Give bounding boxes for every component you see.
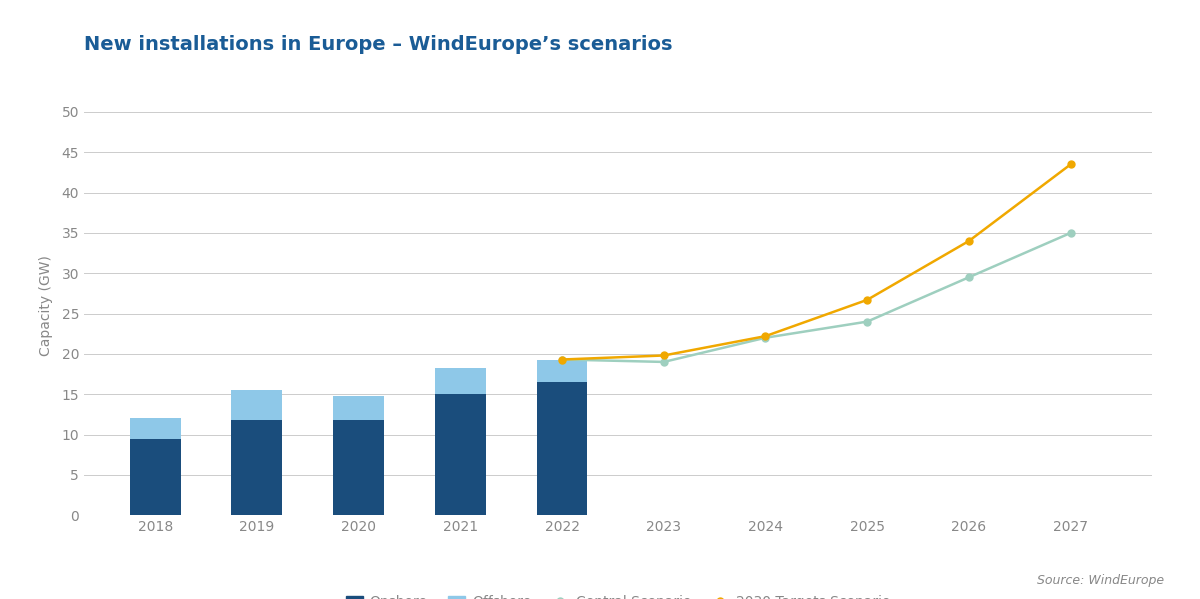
- Bar: [536, 359, 588, 382]
- Bar: [434, 394, 486, 515]
- Bar: [232, 390, 282, 420]
- Bar: [130, 438, 181, 515]
- Text: Source: WindEurope: Source: WindEurope: [1037, 574, 1164, 587]
- Bar: [434, 368, 486, 394]
- Text: New installations in Europe – WindEurope’s scenarios: New installations in Europe – WindEurope…: [84, 35, 672, 54]
- Bar: [334, 420, 384, 515]
- Bar: [232, 420, 282, 515]
- Bar: [536, 382, 588, 515]
- Legend: Onshore, Offshore, Central Scenario, 2030 Targets Scenario: Onshore, Offshore, Central Scenario, 203…: [341, 589, 895, 599]
- Bar: [130, 418, 181, 438]
- Bar: [334, 396, 384, 420]
- Y-axis label: Capacity (GW): Capacity (GW): [40, 255, 53, 356]
